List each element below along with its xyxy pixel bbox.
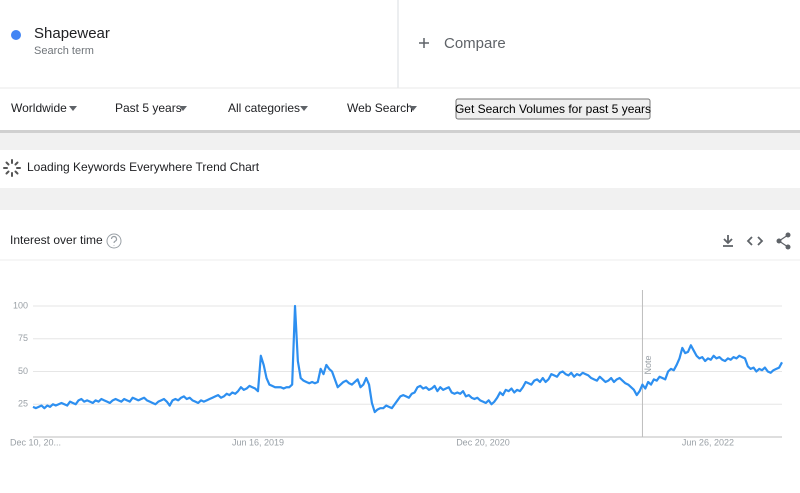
- shadow: [0, 130, 800, 133]
- card: [0, 210, 800, 493]
- dropdown-arrow[interactable]: [179, 106, 187, 111]
- term-label: Search term: [34, 45, 94, 57]
- series-line: [32, 304, 783, 414]
- filter[interactable]: Past 5 years: [115, 101, 182, 115]
- compare[interactable]: Compare: [444, 35, 506, 52]
- search-term[interactable]: Shapewear: [34, 25, 110, 42]
- spinner: [3, 159, 21, 177]
- button[interactable]: [455, 98, 651, 120]
- x-tick-label: Jun 26, 2022: [682, 437, 734, 447]
- dropdown-arrow[interactable]: [300, 106, 308, 111]
- legend-dot: [11, 30, 21, 40]
- share-icon[interactable]: [776, 232, 791, 250]
- loading-bar: [0, 150, 800, 188]
- filter[interactable]: All categories: [228, 101, 300, 115]
- chart: 25 50 75 100 Dec 10, 20... Jun 16, 2019 Dec 20…: [10, 290, 783, 447]
- y-tick-label: 25: [18, 399, 28, 409]
- download-icon[interactable]: [723, 235, 733, 247]
- y-tick-label: 75: [18, 333, 28, 343]
- filter[interactable]: Worldwide: [11, 101, 67, 115]
- button-label[interactable]: Get Search Volumes for past 5 years: [455, 102, 651, 116]
- filter[interactable]: Web Search: [347, 101, 413, 115]
- dropdown-arrow[interactable]: [69, 106, 77, 111]
- y-tick-label: 50: [18, 366, 28, 376]
- header-panel: [0, 0, 800, 131]
- dropdown-arrow[interactable]: [409, 106, 417, 111]
- embed-icon[interactable]: [746, 236, 764, 246]
- y-tick-label: 100: [13, 300, 28, 310]
- x-tick-label: Dec 10, 20...: [10, 437, 61, 447]
- help-icon[interactable]: [106, 233, 122, 249]
- card-title: Interest over time: [10, 233, 103, 247]
- plus-icon[interactable]: [419, 38, 429, 48]
- annotation-label: Note: [643, 355, 653, 374]
- x-tick-label: Jun 16, 2019: [232, 437, 284, 447]
- help-icon[interactable]: [110, 235, 118, 246]
- x-tick-label: Dec 20, 2020: [456, 437, 510, 447]
- loading-text: Loading Keywords Everywhere Trend Chart: [27, 160, 260, 174]
